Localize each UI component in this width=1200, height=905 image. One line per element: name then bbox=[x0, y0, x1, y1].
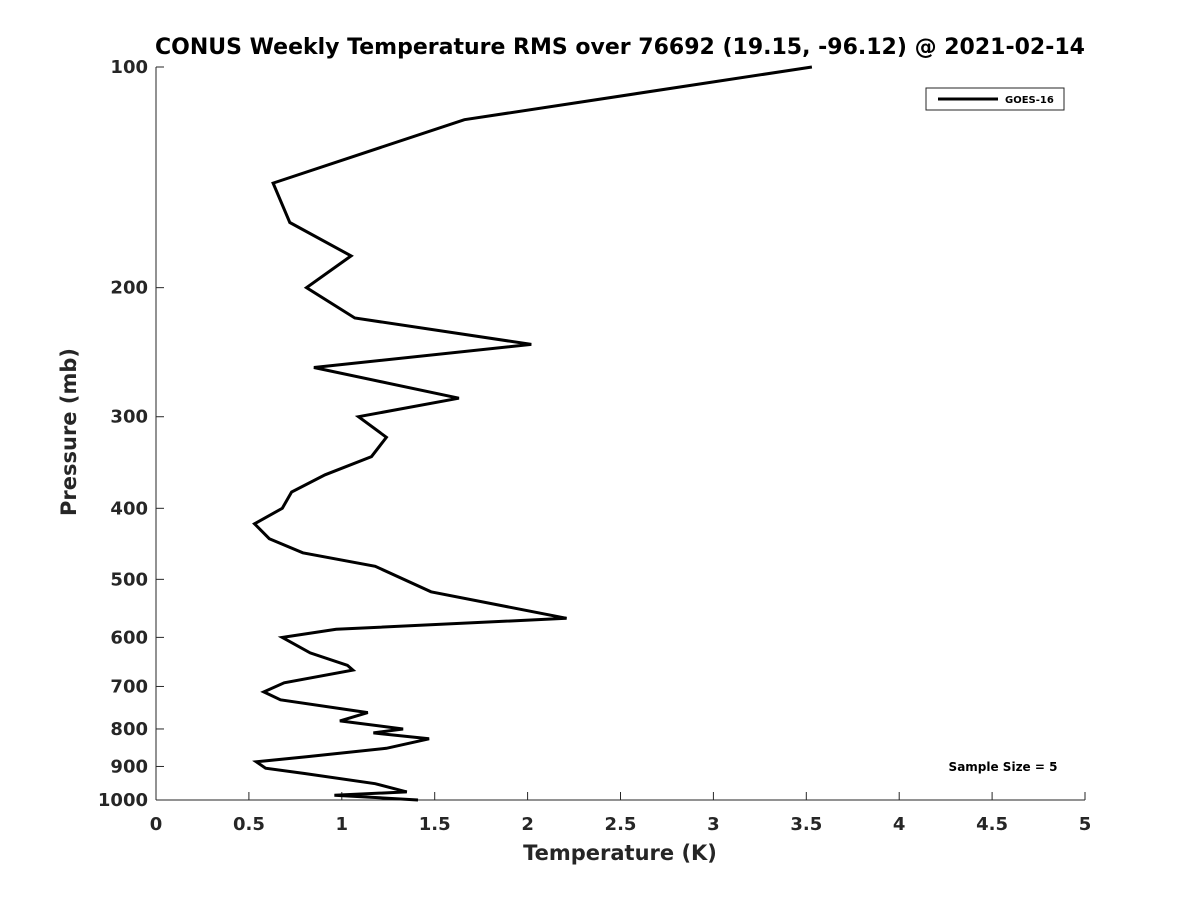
x-tick-label: 2.5 bbox=[605, 814, 637, 835]
series-lines bbox=[252, 65, 813, 802]
x-tick-label: 3 bbox=[707, 814, 720, 835]
x-tick-label: 5 bbox=[1079, 814, 1092, 835]
sample-size-annotation: Sample Size = 5 bbox=[949, 760, 1058, 774]
x-tick-label: 4.5 bbox=[976, 814, 1008, 835]
y-tick-label: 1000 bbox=[98, 790, 148, 811]
x-tick-label: 0 bbox=[150, 814, 163, 835]
legend: GOES-16 bbox=[925, 87, 1065, 111]
y-tick-label: 700 bbox=[110, 676, 148, 697]
series-line-goes-16 bbox=[252, 65, 813, 802]
y-tick-label: 900 bbox=[110, 756, 148, 777]
y-tick-label: 300 bbox=[110, 407, 148, 428]
x-axis-label: Temperature (K) bbox=[523, 841, 717, 865]
x-tick-label: 0.5 bbox=[233, 814, 265, 835]
y-tick-label: 500 bbox=[110, 569, 148, 590]
x-tick-label: 4 bbox=[893, 814, 906, 835]
y-tick-label: 100 bbox=[110, 57, 148, 78]
chart-title: CONUS Weekly Temperature RMS over 76692 … bbox=[155, 35, 1085, 60]
y-tick-label: 600 bbox=[110, 627, 148, 648]
y-tick-label: 200 bbox=[110, 278, 148, 299]
x-tick-label: 3.5 bbox=[790, 814, 822, 835]
x-tick-label: 2 bbox=[521, 814, 534, 835]
y-axis-ticks: 100 200 300 400 500 600 700 800 900 1000 bbox=[98, 57, 164, 811]
x-tick-label: 1.5 bbox=[419, 814, 451, 835]
x-tick-label: 1 bbox=[336, 814, 349, 835]
x-axis-ticks: 0 0.5 1 1.5 2 2.5 3 3.5 4 4.5 5 bbox=[150, 792, 1092, 835]
y-tick-label: 800 bbox=[110, 719, 148, 740]
legend-label-goes-16: GOES-16 bbox=[1005, 95, 1054, 106]
y-tick-label: 400 bbox=[110, 498, 148, 519]
y-axis-label: Pressure (mb) bbox=[57, 348, 81, 516]
